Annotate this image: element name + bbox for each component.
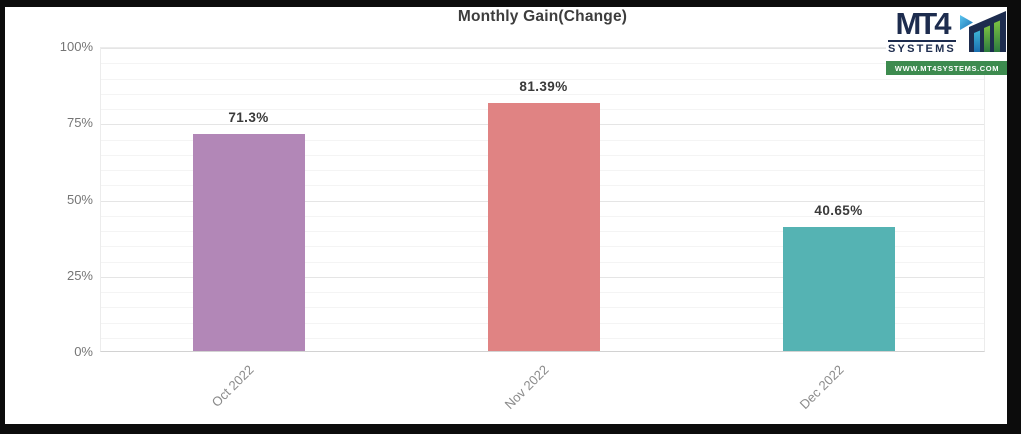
- logo-top-row: MT4 SYSTEMS: [886, 6, 1007, 59]
- plot-area: 71.3% 81.39% 40.65%: [100, 47, 985, 352]
- ascending-bars-logo-icon: [960, 10, 1006, 59]
- y-tick-label: 100%: [59, 39, 93, 54]
- bar-oct-2022[interactable]: [192, 133, 305, 351]
- y-tick-label: 0%: [74, 344, 93, 359]
- x-tick-label: Dec 2022: [796, 362, 847, 412]
- bar-dec-2022[interactable]: [782, 227, 895, 351]
- bar-nov-2022[interactable]: [487, 102, 600, 351]
- bar-value-label: 71.3%: [228, 109, 269, 125]
- mt4-systems-logo: MT4 SYSTEMS: [886, 6, 1007, 75]
- logo-division-text: SYSTEMS: [888, 40, 956, 55]
- logo-text-block: MT4 SYSTEMS: [888, 6, 956, 55]
- chart-title: Monthly Gain(Change): [457, 8, 628, 25]
- bar-value-label: 40.65%: [814, 203, 863, 219]
- logo-brand-text: MT4: [895, 6, 951, 41]
- x-tick-label: Oct 2022: [208, 362, 257, 410]
- major-gridline: [101, 48, 984, 49]
- minor-gridline: [101, 93, 984, 95]
- logo-website-banner: WWW.MT4SYSTEMS.COM: [886, 61, 1007, 75]
- minor-gridline: [101, 63, 984, 65]
- y-tick-label: 75%: [66, 115, 93, 131]
- y-tick-label: 50%: [66, 191, 93, 207]
- x-tick-label: Nov 2022: [501, 362, 552, 412]
- minor-gridline: [101, 78, 984, 80]
- y-tick-label: 25%: [66, 267, 93, 283]
- bar-value-label: 81.39%: [519, 78, 568, 94]
